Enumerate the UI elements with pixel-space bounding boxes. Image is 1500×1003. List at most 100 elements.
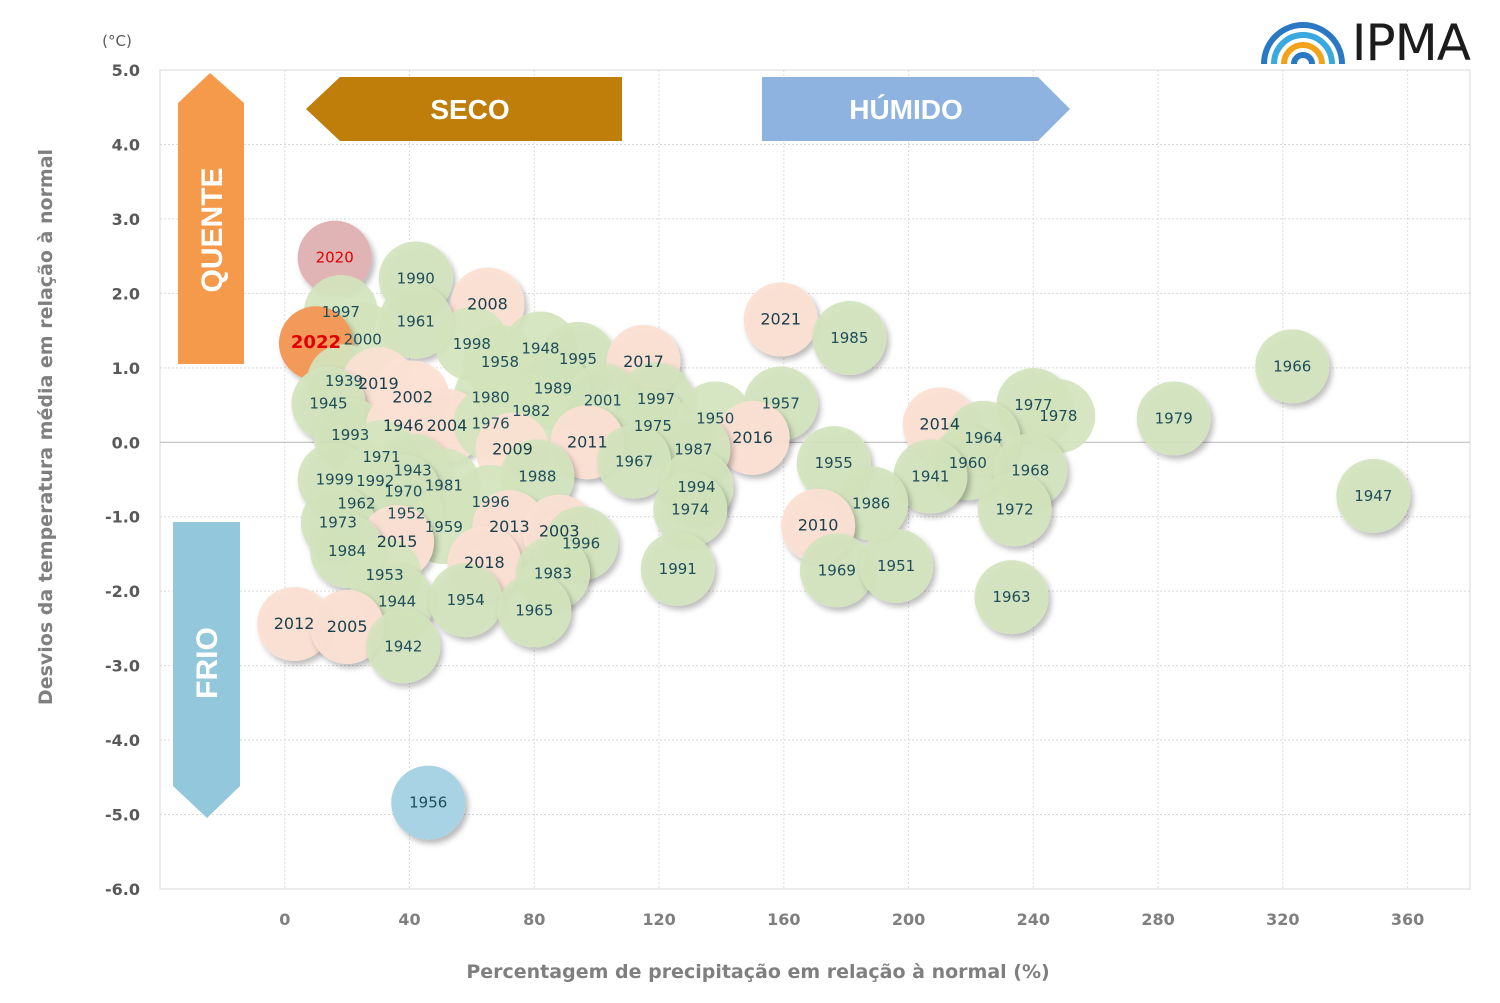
x-tick-label: 320 (1266, 910, 1299, 929)
ipma-logo-icon (1260, 22, 1345, 65)
bubbles-layer (257, 220, 1411, 840)
bubble-label-2009: 2009 (492, 440, 533, 459)
bubble-label-1990: 1990 (397, 269, 435, 287)
bubble-label-1988: 1988 (518, 468, 556, 486)
labels-layer: 1990 2008 2020 1997 1961 2000 1998 2022 19481958… (274, 249, 1393, 812)
y-tick-label: 5.0 (112, 61, 140, 80)
bubble-label-1999: 1999 (316, 471, 354, 489)
bubble-1951 (859, 528, 934, 603)
bubble-label-2017: 2017 (623, 352, 664, 371)
bubble-label-1964: 1964 (964, 429, 1002, 447)
seco-arrow (306, 77, 622, 141)
bubble-label-1970: 1970 (384, 482, 422, 500)
bubble-label-1984: 1984 (328, 542, 366, 560)
bubble-label-2005: 2005 (327, 617, 368, 636)
bubble-label-2000: 2000 (344, 331, 382, 349)
x-tick-label: 240 (1017, 910, 1050, 929)
bubble-label-1983: 1983 (534, 564, 572, 582)
x-axis-title: Percentagem de precipitação em relação à… (466, 961, 1049, 983)
bubble-label-2022: 2022 (291, 332, 341, 353)
bubble-label-2010: 2010 (798, 516, 839, 535)
bubble-1985 (812, 301, 887, 376)
bubble-label-1973: 1973 (319, 514, 357, 532)
bubble-label-1982: 1982 (512, 402, 550, 420)
bubble-label-1971: 1971 (362, 448, 400, 466)
bubble-label-1996: 1996 (472, 493, 510, 511)
bubble-2005 (310, 589, 385, 664)
y-tick-label: -1.0 (105, 508, 140, 527)
bubble-label-1945: 1945 (309, 395, 347, 413)
bubble-label-1951: 1951 (877, 557, 915, 575)
bubble-label-2011: 2011 (567, 432, 608, 451)
bubble-label-1978: 1978 (1039, 407, 1077, 425)
bubble-label-1942: 1942 (384, 637, 422, 655)
x-tick-label: 80 (523, 910, 545, 929)
bubble-label-1977: 1977 (1014, 396, 1052, 414)
bubble-label-2012: 2012 (274, 614, 315, 633)
bubble-label-1997: 1997 (322, 303, 360, 321)
bubble-label-2003: 2003 (539, 522, 580, 541)
y-axis-ticks: 5.0 4.0 3.0 2.0 1.0 0.0 -1.0 -2.0 -3.0 -4.0 -5.0 -6… (105, 61, 140, 899)
bubble-label-1953: 1953 (365, 566, 403, 584)
bubble-label-1946: 1946 (383, 416, 424, 435)
bubble-label-1957: 1957 (762, 395, 800, 413)
bubble-label-1967: 1967 (615, 453, 653, 471)
bubble-label-1969: 1969 (818, 561, 856, 579)
bubble-label-2008: 2008 (467, 295, 508, 314)
y-tick-label: 2.0 (112, 284, 140, 303)
bubble-label-1975: 1975 (634, 417, 672, 435)
y-tick-label: -6.0 (105, 880, 140, 899)
bubble-1963 (974, 560, 1049, 635)
bubble-1965 (497, 573, 572, 648)
bubble-label-1972: 1972 (996, 500, 1034, 518)
bubble-1942 (366, 609, 441, 684)
plot-frame (159, 69, 1471, 890)
bubble-label-1993: 1993 (331, 426, 369, 444)
bubble-label-2015: 2015 (377, 532, 418, 551)
bubble-label-1998: 1998 (453, 335, 491, 353)
bubble-label-2018: 2018 (464, 553, 505, 572)
bubble-label-1959: 1959 (425, 518, 463, 536)
bubble-label-1979: 1979 (1155, 409, 1193, 427)
bubble-label-2002: 2002 (392, 388, 433, 407)
bubble-label-1948: 1948 (521, 339, 559, 357)
y-tick-label: -2.0 (105, 582, 140, 601)
bubble-label-1976: 1976 (472, 415, 510, 433)
quente-label: QUENTE (196, 167, 229, 292)
bubble-label-1961: 1961 (397, 313, 435, 331)
bubble-label-1939: 1939 (325, 372, 363, 390)
bubble-label-2016: 2016 (732, 428, 773, 447)
bubble-2021 (743, 282, 818, 357)
bubble-label-2001: 2001 (584, 392, 622, 410)
frio-label: FRIO (191, 627, 224, 699)
bubble-label-2021: 2021 (760, 309, 801, 328)
bubble-label-1994: 1994 (677, 478, 715, 496)
humido-label: HÚMIDO (849, 94, 963, 125)
bubble-1967 (597, 424, 672, 499)
y-tick-label: 0.0 (112, 433, 140, 452)
bubble-label-1947: 1947 (1354, 487, 1392, 505)
bubble-label-1950: 1950 (696, 409, 734, 427)
bubble-label-1944: 1944 (378, 593, 416, 611)
bubble-1969 (799, 533, 874, 608)
bubble-1956 (391, 765, 466, 840)
bubble-1974 (653, 472, 728, 547)
seco-label: SECO (430, 94, 509, 125)
bubble-label-1965: 1965 (515, 602, 553, 620)
x-tick-label: 200 (892, 910, 925, 929)
x-tick-label: 160 (767, 910, 800, 929)
quente-arrow (178, 73, 244, 364)
bubble-label-1991: 1991 (659, 560, 697, 578)
bubble-2012 (257, 586, 332, 661)
bubble-label-1974: 1974 (671, 500, 709, 518)
y-tick-label: 3.0 (112, 210, 140, 229)
ipma-logo-text: IPMA (1351, 14, 1471, 72)
bubble-label-1958: 1958 (481, 353, 519, 371)
x-tick-label: 360 (1391, 910, 1424, 929)
bubble-1991 (640, 531, 715, 606)
ipma-logo: IPMA (1258, 14, 1471, 72)
bubble-label-1986: 1986 (852, 494, 890, 512)
bubble-1947 (1336, 458, 1411, 533)
bubble-1978 (1021, 379, 1096, 454)
